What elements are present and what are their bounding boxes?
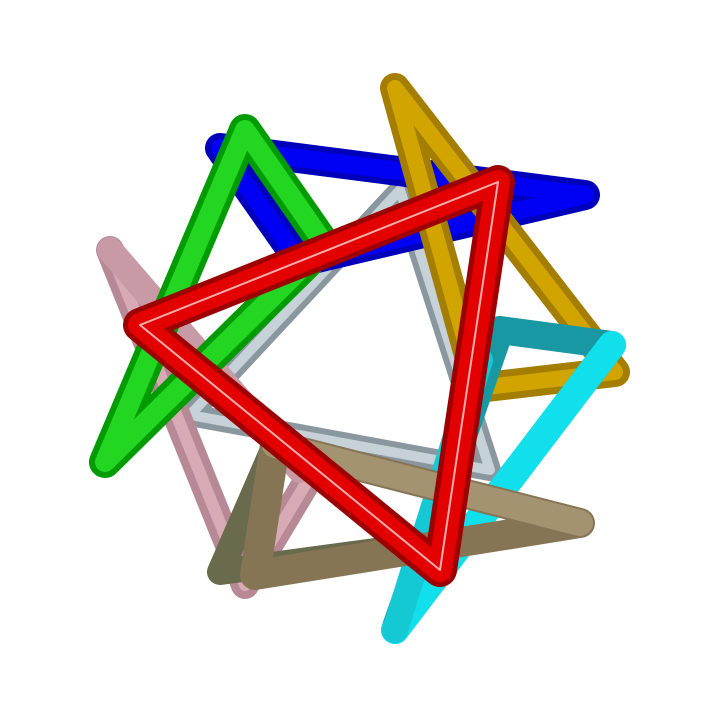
- red-triangle: [123, 165, 515, 587]
- silver-triangle: [179, 179, 501, 481]
